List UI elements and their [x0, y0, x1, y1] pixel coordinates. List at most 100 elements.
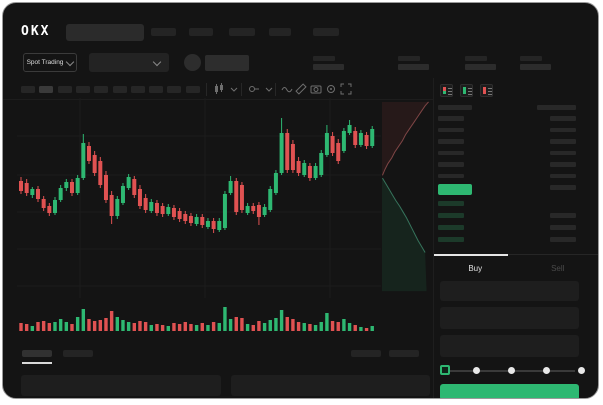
price-input[interactable]: [440, 281, 579, 301]
bid-amount[interactable]: [550, 225, 576, 230]
ask-price[interactable]: [438, 162, 464, 167]
draw-tool-icon[interactable]: [295, 83, 307, 95]
tab-sell[interactable]: Sell: [551, 263, 565, 273]
timeframe-button[interactable]: [21, 86, 35, 93]
slider-stop[interactable]: [577, 367, 585, 374]
slider-stop[interactable]: [542, 367, 550, 374]
nav-item[interactable]: [151, 28, 176, 36]
pair-selector-dropdown[interactable]: [89, 53, 169, 72]
ask-price[interactable]: [438, 116, 464, 121]
fullscreen-icon[interactable]: [340, 83, 352, 95]
ask-price[interactable]: [438, 173, 464, 178]
line: [488, 87, 492, 89]
amount-input[interactable]: [440, 307, 579, 329]
camera-icon[interactable]: [310, 83, 322, 95]
color-bar: [443, 90, 446, 94]
line: [488, 90, 492, 92]
stat-label: [520, 56, 542, 61]
stat-value: [398, 64, 429, 70]
ask-amount[interactable]: [550, 185, 576, 190]
toolbar-divider: [206, 83, 207, 96]
orders-filter[interactable]: [389, 350, 419, 357]
pair-name-placeholder: [205, 55, 249, 71]
nav-item[interactable]: [189, 28, 213, 36]
stat-label: [465, 56, 487, 61]
market-selector-label: Spot Trading: [26, 59, 64, 66]
asks-only-icon[interactable]: [480, 84, 493, 97]
nav-item[interactable]: [229, 28, 255, 36]
timeframe-button[interactable]: [185, 86, 200, 93]
slider-stop[interactable]: [508, 367, 515, 374]
color-bar: [483, 87, 486, 94]
column-header-amount: [537, 105, 576, 110]
ask-amount[interactable]: [550, 162, 576, 167]
ask-price[interactable]: [438, 127, 464, 132]
timeframe-button[interactable]: [167, 86, 182, 93]
timeframe-button[interactable]: [94, 86, 109, 93]
timeframe-button[interactable]: [112, 86, 127, 93]
stat-label: [313, 56, 335, 61]
chevron-down-icon[interactable]: [228, 83, 240, 95]
nav-item[interactable]: [269, 28, 291, 36]
ask-price[interactable]: [438, 150, 464, 155]
timeframe-button[interactable]: [130, 86, 145, 93]
candlestick-chart[interactable]: [17, 98, 381, 334]
line: [448, 90, 452, 92]
ask-amount[interactable]: [550, 150, 576, 155]
tab-order-history[interactable]: [63, 350, 93, 357]
stat-label: [398, 56, 420, 61]
slider-handle[interactable]: [440, 365, 450, 375]
okx-logo: OKX: [21, 24, 51, 39]
line: [488, 93, 492, 95]
total-input[interactable]: [440, 335, 579, 357]
color-bar: [443, 87, 446, 91]
search-input[interactable]: [66, 24, 144, 41]
bids-only-icon[interactable]: [460, 84, 473, 97]
stat-value: [465, 64, 496, 70]
buy-button[interactable]: [440, 384, 579, 398]
timeframe-button[interactable]: [149, 86, 164, 93]
chevron-down-icon: [66, 57, 75, 66]
order-book-panel: Buy Sell: [433, 78, 598, 398]
settings-icon[interactable]: [325, 83, 337, 95]
timeframe-button[interactable]: [57, 86, 72, 93]
color-bar: [463, 87, 466, 94]
bid-price[interactable]: [438, 213, 464, 218]
nav-item[interactable]: [313, 28, 339, 36]
candle-type-icon[interactable]: [213, 83, 225, 95]
timeframe-button[interactable]: [39, 86, 54, 93]
line-tool-icon[interactable]: [281, 83, 293, 95]
slider-stop[interactable]: [473, 367, 481, 374]
bid-price[interactable]: [438, 237, 464, 242]
market-selector-button[interactable]: Spot Trading: [23, 53, 77, 72]
orders-table-placeholder: [231, 375, 430, 396]
coin-icon: [184, 54, 201, 71]
ask-amount[interactable]: [550, 139, 576, 144]
depth-profile-chart: [381, 100, 430, 293]
bid-amount[interactable]: [550, 213, 576, 218]
column-header-price: [438, 105, 472, 110]
bid-price[interactable]: [438, 201, 464, 206]
indicator-icon[interactable]: [248, 83, 260, 95]
active-tab-indicator: [434, 254, 508, 256]
combined-book-icon[interactable]: [440, 84, 453, 97]
ask-price[interactable]: [438, 139, 464, 144]
toolbar-divider: [275, 83, 276, 96]
ask-amount[interactable]: [550, 116, 576, 121]
ask-amount[interactable]: [550, 173, 576, 178]
line: [468, 90, 472, 92]
bid-price[interactable]: [438, 225, 464, 230]
stat-value: [520, 64, 551, 70]
orders-filter[interactable]: [351, 350, 381, 357]
line: [448, 87, 452, 89]
app-window: OKX Spot Trading Buy Sell: [2, 2, 599, 399]
tab-open-orders[interactable]: [22, 350, 52, 357]
ask-amount[interactable]: [550, 127, 576, 132]
line: [448, 93, 452, 95]
tab-buy[interactable]: Buy: [468, 263, 483, 273]
bid-amount[interactable]: [550, 237, 576, 242]
bottom-tabs: [3, 343, 433, 368]
line: [468, 87, 472, 89]
chevron-down-icon[interactable]: [263, 83, 275, 95]
timeframe-button[interactable]: [75, 86, 90, 93]
